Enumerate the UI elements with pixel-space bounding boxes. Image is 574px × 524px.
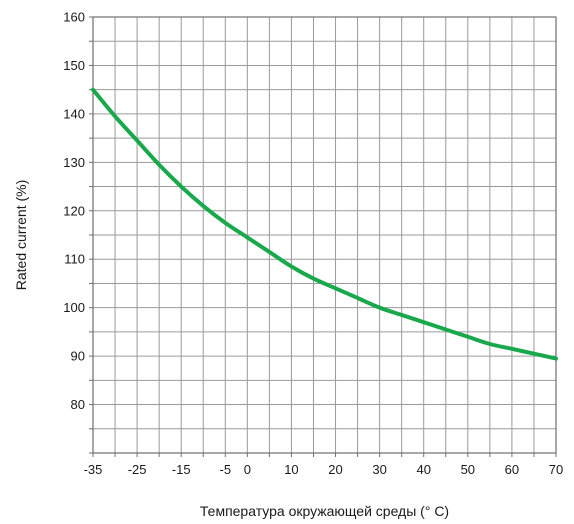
x-tick-label: 10: [284, 462, 298, 477]
y-axis-title: Rated current (%): [13, 180, 29, 290]
y-tick-label: 110: [64, 252, 85, 267]
y-tick-label: 100: [63, 300, 85, 315]
y-tick-labels: 80 90 100 110 120 130 140 150 160: [63, 10, 85, 413]
y-tick-label: 80: [71, 397, 85, 412]
x-tick-label: 0: [244, 462, 251, 477]
x-tick-label: -35: [84, 462, 103, 477]
series-line: [91, 87, 558, 361]
y-tick-label: 160: [63, 10, 85, 25]
x-tick-label: 60: [505, 462, 519, 477]
y-tick-label: 130: [63, 155, 85, 170]
x-tick-label: -25: [128, 462, 147, 477]
y-tick-label: 150: [63, 58, 85, 73]
grid: [93, 17, 556, 453]
x-tick-label: -5: [220, 462, 232, 477]
x-tick-label: 30: [372, 462, 386, 477]
x-tick-label: 20: [328, 462, 342, 477]
axes: [89, 16, 557, 457]
x-tick-labels: -35 -25 -15 -5 0 10 20 30 40 50 60 70: [84, 462, 564, 477]
x-axis-title: Температура окружающей среды (° C): [200, 503, 449, 519]
y-tick-label: 140: [63, 106, 85, 121]
y-tick-label: 90: [71, 349, 85, 364]
y-tick-label: 120: [63, 203, 85, 218]
x-tick-label: -15: [172, 462, 191, 477]
series-layer: [91, 87, 558, 361]
x-tick-label: 50: [461, 462, 475, 477]
x-tick-label: 70: [549, 462, 563, 477]
x-tick-label: 40: [416, 462, 430, 477]
